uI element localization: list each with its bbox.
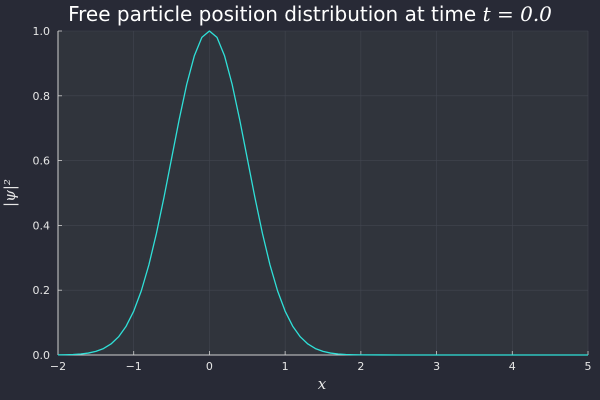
y-tick-label: 0.2 — [33, 284, 51, 297]
y-tick-label: 1.0 — [33, 25, 51, 38]
x-tick-label: 1 — [282, 360, 289, 373]
plot-area — [58, 31, 588, 355]
x-tick-label: −2 — [50, 360, 66, 373]
series-layer — [57, 30, 588, 356]
y-tick-label: 0.0 — [33, 349, 51, 362]
y-axis: 0.0 0.2 0.4 0.6 0.8 1.0 — [33, 25, 62, 362]
x-tick-label: −1 — [126, 360, 142, 373]
y-tick-label: 0.4 — [33, 219, 51, 232]
x-tick-label: 0 — [206, 360, 213, 373]
y-tick-label: 0.6 — [33, 155, 51, 168]
y-axis-label: |ψ|² — [1, 179, 19, 207]
chart-title-math: t = 0.0 — [483, 2, 553, 26]
grid-lines — [57, 30, 589, 356]
x-tick-label: 4 — [509, 360, 516, 373]
series-line — [57, 30, 588, 356]
x-tick-label: 5 — [585, 360, 592, 373]
y-tick-label: 0.8 — [33, 90, 51, 103]
x-tick-label: 2 — [357, 360, 364, 373]
chart-title-text: Free particle position distribution at t… — [68, 2, 483, 26]
x-axis-label: x — [318, 375, 327, 393]
chart-title: Free particle position distribution at t… — [68, 2, 552, 26]
x-tick-label: 3 — [433, 360, 440, 373]
